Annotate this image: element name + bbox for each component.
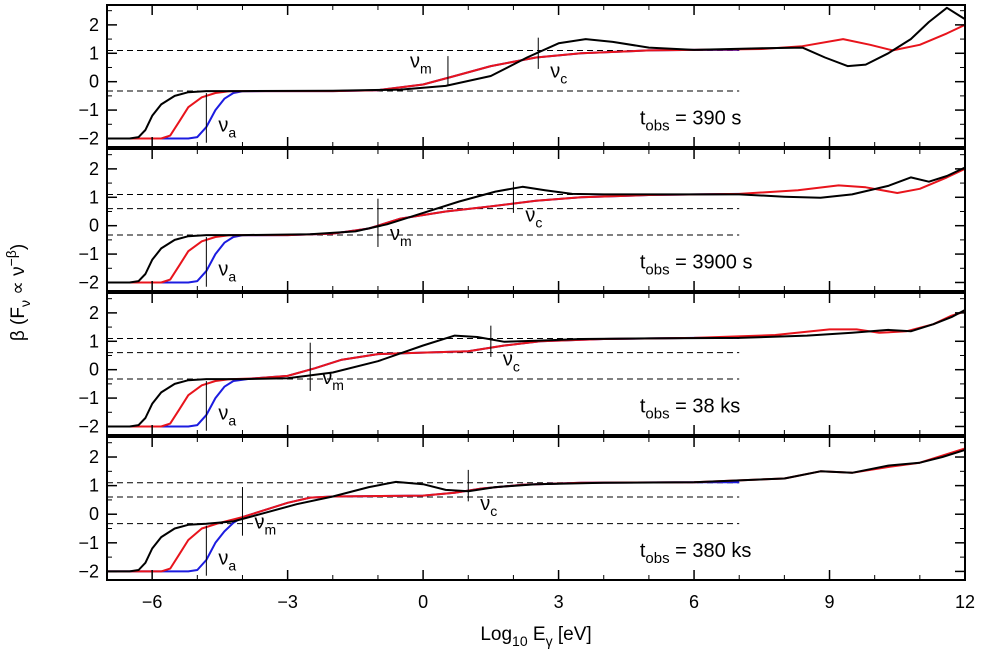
y-tick-label: 2 [89, 159, 99, 179]
nu-c-label: νc [503, 348, 520, 374]
y-tick-label: −1 [78, 533, 99, 553]
nu-a-label: νa [218, 547, 236, 573]
y-tick-label: −1 [78, 244, 99, 264]
y-tick-label: 2 [89, 447, 99, 467]
x-tick-label: −6 [142, 592, 163, 612]
series-black [107, 166, 966, 284]
panel-2: νa νm νc tobs = 3900 s −2 −1 0 1 2 [78, 148, 966, 292]
y-tick-label: −2 [78, 128, 99, 148]
x-axis: −6 −3 0 3 6 9 12 [142, 592, 975, 612]
panel-1: νa νm νc tobs = 390 s −2 −1 0 1 2 [78, 4, 966, 148]
x-tick-label: 0 [418, 592, 428, 612]
series-red [107, 167, 966, 284]
y-tick-label: −1 [78, 388, 99, 408]
x-tick-label: 9 [825, 592, 835, 612]
y-tick-label: 0 [89, 216, 99, 236]
series-black [107, 309, 966, 428]
panel-3: νa νm νc tobs = 38 ks −2 −1 0 1 2 [78, 292, 966, 436]
series-red [107, 23, 966, 140]
nu-a-label: νa [218, 402, 236, 428]
series-red [107, 447, 966, 573]
x-tick-label: 12 [955, 592, 975, 612]
nu-m-label: νm [410, 50, 432, 76]
series-black [107, 448, 966, 573]
y-tick-label: −2 [78, 561, 99, 581]
panel-frame [106, 436, 966, 581]
nu-m-label: νm [254, 512, 276, 538]
nu-m-label: νm [390, 223, 412, 249]
y-tick-label: 2 [89, 303, 99, 323]
series-black [107, 6, 966, 140]
tobs-label: tobs = 3900 s [640, 251, 753, 278]
nu-a-label: νa [218, 114, 236, 140]
nu-c-label: νc [480, 493, 497, 519]
x-axis-label: Log10 Eγ [eV] [480, 624, 591, 649]
y-tick-label: 1 [89, 476, 99, 496]
y-tick-label: −2 [78, 272, 99, 292]
y-tick-label: 0 [89, 360, 99, 380]
y-tick-label: −2 [78, 416, 99, 436]
panel-frame [106, 4, 966, 148]
y-tick-label: 1 [89, 187, 99, 207]
tobs-label: tobs = 380 ks [640, 540, 751, 567]
tobs-label: tobs = 390 s [640, 107, 741, 134]
nu-c-label: νc [550, 60, 567, 86]
y-tick-label: 2 [89, 15, 99, 35]
y-tick-label: 0 [89, 504, 99, 524]
nu-a-label: νa [218, 258, 236, 284]
x-tick-label: 6 [689, 592, 699, 612]
x-tick-label: −3 [277, 592, 298, 612]
nu-c-label: νc [525, 204, 542, 230]
y-axis-label: β (Fν ∝ ν−β) [3, 244, 33, 341]
y-tick-label: −1 [78, 100, 99, 120]
series-red [107, 310, 966, 428]
y-tick-label: 0 [89, 72, 99, 92]
panel-frame [106, 292, 966, 436]
y-tick-label: 1 [89, 331, 99, 351]
y-tick-label: 1 [89, 43, 99, 63]
x-tick-label: 3 [554, 592, 564, 612]
tobs-label: tobs = 38 ks [640, 395, 740, 422]
panel-frame [106, 148, 966, 292]
nu-m-label: νm [322, 367, 344, 393]
